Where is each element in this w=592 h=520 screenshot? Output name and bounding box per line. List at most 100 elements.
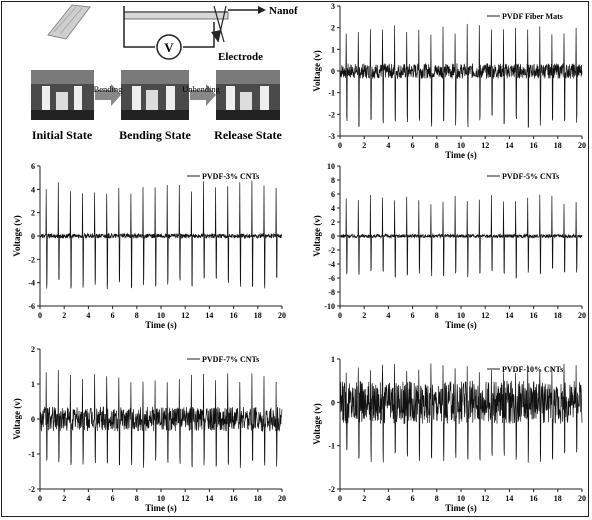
y-tick-label: 8	[331, 176, 335, 185]
x-tick-label: 10	[457, 311, 465, 320]
y-tick-label: 0	[331, 67, 335, 76]
y-tick-label: 2	[31, 209, 35, 218]
x-tick-label: 0	[338, 311, 342, 320]
x-tick-label: 6	[411, 311, 415, 320]
series-line	[39, 370, 283, 468]
nanofiber-label: Nanofiber	[269, 5, 298, 17]
x-tick-label: 8	[135, 311, 139, 320]
x-tick-label: 12	[181, 311, 189, 320]
x-tick-label: 16	[530, 494, 538, 503]
x-tick-label: 16	[230, 494, 238, 503]
legend: PVDF Fiber Mats	[487, 12, 563, 21]
y-tick-label: -2	[328, 485, 335, 494]
x-tick-label: 8	[135, 494, 139, 503]
x-tick-label: 0	[38, 494, 42, 503]
series-line	[339, 194, 583, 279]
x-axis-label: Time (s)	[445, 150, 477, 160]
x-tick-label: 4	[86, 494, 90, 503]
voltmeter-icon	[156, 34, 182, 60]
y-tick-label: 0	[31, 232, 35, 241]
x-tick-label: 20	[278, 311, 286, 320]
x-tick-label: 4	[386, 311, 390, 320]
x-tick-label: 14	[505, 141, 513, 150]
y-tick-label: 2	[31, 345, 35, 354]
chart-pvdf-5pct-cnts: 0 2 4 6 8 10 12 14 16 18 201086420-2-4-6-8-10Time …	[312, 162, 586, 330]
x-tick-label: 12	[181, 494, 189, 503]
x-axis-label: Time (s)	[445, 503, 477, 513]
y-tick-label: -1	[328, 442, 335, 451]
photo-initial-state	[31, 70, 94, 120]
state-label-bending: Bending State	[119, 128, 191, 142]
state-label-release: Release State	[214, 128, 282, 142]
y-tick-label: -2	[328, 246, 335, 255]
y-tick-label: -2	[328, 110, 335, 119]
y-tick-label: -2	[28, 485, 35, 494]
x-tick-label: 16	[230, 311, 238, 320]
x-tick-label: 4	[86, 311, 90, 320]
photo-release-state	[216, 70, 280, 120]
y-tick-label: -1	[28, 450, 35, 459]
y-axis-label: Voltage (v)	[312, 215, 322, 256]
y-axis-label: Voltage (v)	[12, 398, 22, 439]
x-tick-label: 12	[481, 311, 489, 320]
circuit-diagram: V Nanofiber Electrode	[123, 5, 298, 63]
x-tick-label: 8	[435, 141, 439, 150]
x-tick-label: 18	[554, 311, 562, 320]
x-tick-label: 14	[505, 311, 513, 320]
x-tick-label: 10	[157, 311, 165, 320]
x-tick-label: 10	[457, 141, 465, 150]
state-label-initial: Initial State	[32, 128, 93, 142]
y-tick-label: -6	[328, 274, 335, 283]
series-line	[339, 23, 583, 128]
y-tick-label: -1	[328, 89, 335, 98]
x-tick-label: 0	[338, 141, 342, 150]
x-tick-label: 6	[411, 141, 415, 150]
y-tick-label: 2	[331, 218, 335, 227]
legend-label: PVDF-3% CNTs	[202, 172, 259, 181]
y-tick-label: 4	[31, 185, 35, 194]
y-axis-label: Voltage (v)	[312, 403, 322, 444]
x-tick-label: 10	[457, 494, 465, 503]
y-axis-label: Voltage (v)	[312, 50, 322, 91]
x-tick-label: 6	[111, 311, 115, 320]
arrow-bending-icon	[95, 84, 121, 106]
x-tick-label: 12	[481, 494, 489, 503]
x-tick-label: 6	[411, 494, 415, 503]
x-tick-label: 2	[362, 494, 366, 503]
x-tick-label: 2	[362, 141, 366, 150]
legend: PVDF-5% CNTs	[487, 172, 559, 181]
x-tick-label: 6	[111, 494, 115, 503]
x-tick-label: 14	[505, 494, 513, 503]
y-tick-label: 4	[331, 204, 335, 213]
x-tick-label: 16	[530, 311, 538, 320]
x-tick-label: 16	[530, 141, 538, 150]
y-tick-label: 0	[331, 398, 335, 407]
x-tick-label: 18	[554, 494, 562, 503]
y-tick-label: -4	[328, 260, 335, 269]
x-tick-label: 8	[435, 311, 439, 320]
y-tick-label: 3	[331, 2, 335, 11]
photo-bending-state	[121, 70, 189, 120]
x-tick-label: 10	[157, 494, 165, 503]
y-tick-label: -6	[28, 302, 35, 311]
electrode-label: Electrode	[218, 51, 263, 63]
x-axis-label: Time (s)	[145, 503, 177, 513]
legend: PVDF-3% CNTs	[187, 172, 259, 181]
x-tick-label: 8	[435, 494, 439, 503]
legend-label: PVDF-7% CNTs	[202, 355, 259, 364]
arrow-label-unbending: Unbending	[182, 84, 221, 94]
y-tick-label: 0	[331, 232, 335, 241]
legend-label: PVDF Fiber Mats	[502, 12, 563, 21]
y-tick-label: 10	[327, 162, 335, 171]
x-tick-label: 0	[338, 494, 342, 503]
voltmeter-symbol: V	[164, 40, 174, 55]
x-tick-label: 2	[62, 494, 66, 503]
x-tick-label: 14	[205, 311, 213, 320]
y-tick-label: 6	[331, 190, 335, 199]
x-tick-label: 18	[254, 311, 262, 320]
y-tick-label: 6	[31, 162, 35, 171]
legend: PVDF-10% CNTs	[487, 365, 563, 374]
